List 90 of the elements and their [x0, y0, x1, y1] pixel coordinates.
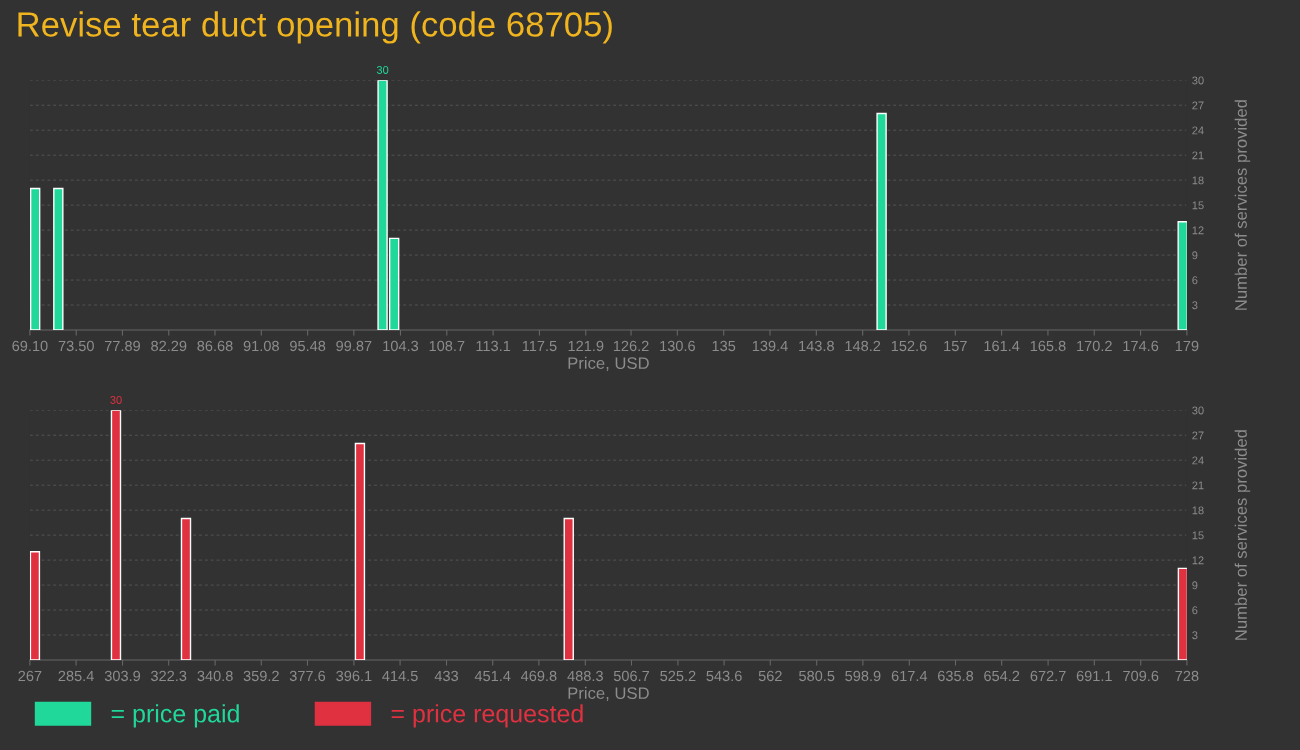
x-tick-label: 506.7	[613, 670, 650, 682]
x-tick-label: 126.2	[613, 340, 649, 352]
y-axis-title: Number of services provided	[1234, 430, 1251, 640]
bar	[29, 187, 41, 330]
x-tick-label: 617.4	[891, 670, 928, 682]
x-tick-label: 99.87	[336, 340, 372, 352]
y-tick-label: 21	[1192, 151, 1204, 160]
x-tick-label: 543.6	[706, 670, 742, 682]
bar	[1177, 221, 1187, 330]
x-tick-label: 77.89	[104, 340, 140, 352]
y-tick-label: 6	[1192, 276, 1198, 285]
x-tick-label: 303.9	[104, 670, 141, 682]
x-tick-label: 157	[944, 340, 967, 352]
x-tick-label: 135	[712, 340, 736, 352]
x-tick-label: 130.6	[660, 340, 695, 352]
y-tick-label: 15	[1192, 201, 1204, 210]
x-axis-title: Price, USD	[568, 356, 649, 371]
x-tick-label: 359.2	[243, 670, 279, 682]
x-tick-label: 672.7	[1030, 670, 1066, 682]
y-tick-label: 24	[1192, 126, 1204, 135]
x-tick-label: 69.10	[12, 340, 48, 352]
x-tick-label: 635.8	[938, 670, 974, 682]
x-tick-label: 170.2	[1077, 340, 1112, 352]
chart-title: Revise tear duct opening (code 68705)	[18, 11, 612, 44]
y-tick-label: 27	[1192, 101, 1204, 110]
x-tick-label: 414.5	[382, 670, 418, 682]
y-tick-label: 9	[1192, 251, 1198, 260]
x-tick-label: 86.68	[197, 340, 233, 352]
x-tick-label: 73.50	[58, 340, 94, 352]
x-tick-label: 433	[434, 670, 459, 682]
x-tick-label: 148.2	[845, 340, 881, 352]
legend-label: = price requested	[391, 704, 583, 728]
bar	[354, 442, 366, 660]
legend-label: = price paid	[111, 704, 239, 728]
x-tick-label: 143.8	[799, 340, 834, 352]
y-tick-label: 15	[1192, 531, 1204, 540]
y-tick-label: 3	[1192, 631, 1198, 640]
x-tick-label: 580.5	[799, 670, 835, 682]
x-tick-label: 285.4	[58, 670, 94, 682]
x-tick-label: 121.9	[568, 340, 604, 352]
x-tick-label: 654.2	[984, 670, 1020, 682]
bar	[29, 551, 41, 660]
x-tick-label: 377.6	[289, 670, 326, 682]
y-tick-label: 12	[1192, 226, 1204, 235]
x-tick-label: 598.9	[845, 670, 881, 682]
x-tick-label: 469.8	[520, 670, 557, 682]
x-tick-label: 161.4	[984, 340, 1020, 352]
bar	[876, 112, 887, 330]
y-tick-label: 30	[1192, 76, 1204, 85]
data-label: 30	[376, 66, 389, 74]
x-tick-label: 267	[18, 670, 42, 682]
x-tick-label: 525.2	[660, 670, 696, 682]
x-tick-label: 709.6	[1123, 670, 1159, 682]
y-tick-label: 30	[1192, 406, 1204, 415]
x-tick-label: 104.3	[383, 340, 419, 352]
y-tick-label: 6	[1192, 606, 1198, 615]
x-tick-label: 139.4	[752, 340, 788, 352]
y-tick-label: 18	[1192, 176, 1204, 185]
bar	[563, 517, 574, 660]
bar	[53, 187, 64, 330]
y-tick-label: 21	[1192, 481, 1204, 490]
x-tick-label: 340.8	[197, 670, 233, 682]
x-tick-label: 396.1	[336, 670, 372, 682]
x-tick-label: 451.4	[474, 670, 511, 682]
bar	[110, 410, 122, 660]
x-tick-label: 165.8	[1030, 340, 1066, 352]
y-tick-label: 9	[1192, 581, 1198, 590]
data-label: 30	[110, 396, 122, 404]
x-tick-label: 95.48	[290, 340, 326, 352]
x-tick-label: 179	[1175, 340, 1199, 352]
y-tick-label: 18	[1192, 506, 1204, 515]
y-tick-label: 12	[1192, 556, 1204, 565]
y-tick-label: 3	[1192, 301, 1198, 310]
x-tick-label: 562	[758, 670, 782, 682]
y-tick-label: 27	[1192, 431, 1204, 440]
x-tick-label: 91.08	[243, 340, 279, 352]
x-tick-label: 113.1	[476, 340, 511, 352]
y-axis-title: Number of services provided	[1234, 100, 1251, 310]
x-tick-label: 691.1	[1076, 670, 1112, 682]
x-axis-title: Price, USD	[568, 686, 649, 701]
y-tick-label: 24	[1192, 456, 1204, 465]
x-tick-label: 322.3	[151, 670, 187, 682]
x-tick-label: 117.5	[522, 340, 557, 352]
x-tick-label: 174.6	[1123, 340, 1159, 352]
x-tick-label: 728	[1175, 670, 1199, 682]
bar	[180, 517, 192, 660]
x-tick-label: 82.29	[151, 340, 187, 352]
x-tick-label: 152.6	[891, 340, 927, 352]
x-tick-label: 108.7	[429, 340, 465, 352]
x-tick-label: 488.3	[567, 670, 603, 682]
